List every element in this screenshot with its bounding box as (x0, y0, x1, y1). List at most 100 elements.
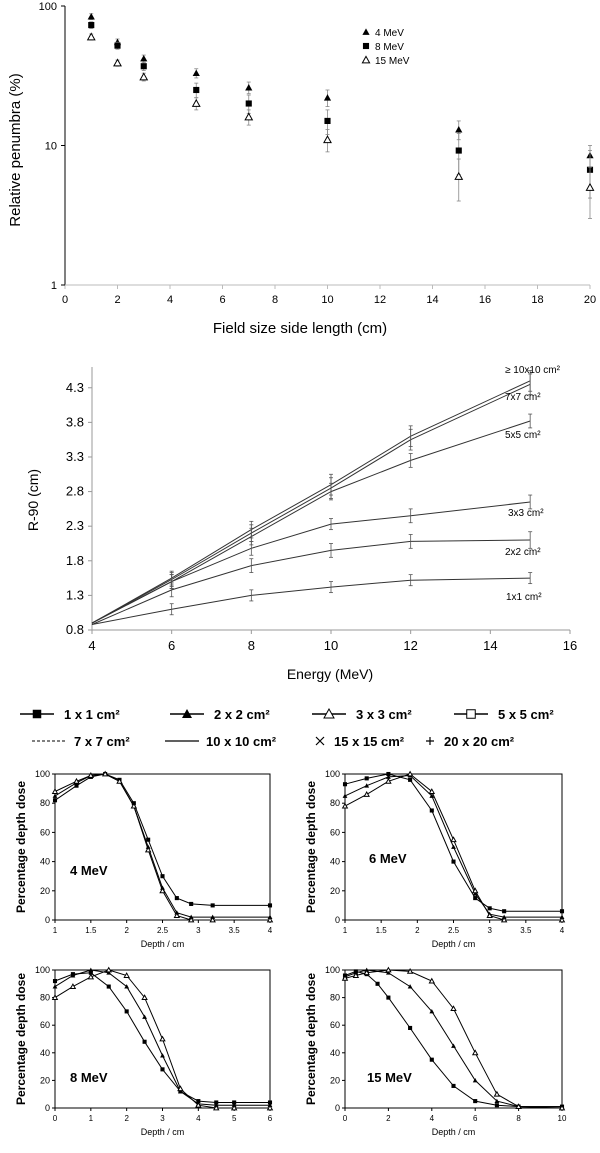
x-tick-label: 14 (483, 638, 497, 653)
y-tick-label: 4.3 (66, 380, 84, 395)
x-tick-label: 3 (160, 1114, 165, 1123)
panel-energy-label: 4 MeV (70, 863, 108, 878)
pdd-curve (54, 969, 270, 1106)
series-line (91, 501, 531, 624)
x-tick-label: 8 (248, 638, 255, 653)
x-axis-label: Depth / cm (432, 939, 476, 949)
pdd-point (230, 1104, 238, 1111)
y-tick-label: 20 (40, 886, 50, 896)
x-tick-label: 3.5 (520, 926, 532, 935)
data-point (323, 94, 332, 101)
pdd-curve (54, 773, 270, 906)
legend-label: 2 x 2 cm² (214, 707, 270, 722)
x-tick-label: 12 (374, 294, 386, 306)
pdd-point (70, 973, 76, 978)
pdd-point (141, 994, 148, 1001)
legend-label: 10 x 10 cm² (206, 734, 277, 749)
data-point (191, 98, 201, 107)
y-tick-label: 100 (39, 1, 57, 13)
y-tick-label: 80 (330, 798, 340, 808)
x-tick-label: 12 (403, 638, 417, 653)
legend-label: 20 x 20 cm² (444, 734, 515, 749)
pdd-curve (54, 972, 270, 1103)
data-point (193, 86, 200, 94)
data-point (192, 69, 200, 77)
pdd-point (267, 903, 273, 908)
series-line (91, 383, 531, 624)
y-tick-label: 3.3 (66, 449, 84, 464)
x-tick-label: 4 (560, 926, 565, 935)
series-label: 2x2 cm² (505, 547, 541, 558)
pdd-point (87, 772, 95, 778)
pdd-point (173, 912, 181, 919)
y-tick-label: 20 (330, 886, 340, 896)
series-label: 3x3 cm² (508, 508, 544, 519)
pdd-point (196, 1099, 201, 1104)
y-tick-label: 100 (325, 769, 340, 779)
y-tick-label: 0 (335, 1103, 340, 1113)
pdd-point (451, 1083, 456, 1088)
x-axis-label: Depth / cm (141, 1127, 185, 1137)
x-tick-label: 18 (531, 294, 543, 306)
pdd-point (187, 916, 195, 923)
pdd-point (428, 788, 436, 794)
pdd-point (363, 791, 370, 797)
panel-energy-label: 8 MeV (70, 1070, 108, 1085)
pdd-point (51, 788, 59, 794)
pdd-point (209, 916, 216, 923)
penumbra-legend: 4 MeV 8 MeV 15 MeV (361, 28, 410, 67)
pdd-point (51, 994, 59, 1001)
data-point (245, 84, 253, 91)
pdd-figure: 1 x 1 cm² 2 x 2 cm² 3 x 3 cm² 5 x 5 cm² 7 x … (0, 685, 600, 1153)
data-point (140, 63, 147, 70)
pdd-point (142, 1014, 147, 1019)
y-tick-label: 1 (51, 280, 57, 292)
pdd-point (451, 1043, 456, 1048)
x-tick-label: 1 (89, 1114, 94, 1123)
x-tick-label: 4 (430, 1114, 435, 1123)
x-tick-label: 1.5 (85, 926, 97, 935)
y-tick-label: 0 (335, 915, 340, 925)
pdd-point (386, 774, 391, 779)
pdd-point (494, 1103, 499, 1108)
x-axis-label: Field size side length (cm) (213, 320, 387, 337)
y-tick-label: 1.8 (66, 553, 84, 568)
data-point (140, 54, 148, 62)
pdd-point (494, 1098, 500, 1104)
pdd-curve (344, 773, 562, 912)
legend-label: 15 MeV (375, 56, 410, 67)
y-tick-label: 100 (35, 965, 50, 975)
pdd-point (429, 808, 434, 813)
pdd-point (210, 903, 215, 908)
legend-marker (361, 55, 371, 64)
pdd-point (116, 777, 123, 784)
x-tick-label: 10 (321, 294, 333, 306)
x-tick-label: 4 (268, 926, 273, 935)
penumbra-chart: 0 2 4 6 8 10 12 14 16 18 20 1 10 100 Field size side … (7, 1, 596, 337)
series-label: 7x7 cm² (505, 392, 541, 403)
y-tick-label: 0.8 (66, 622, 84, 637)
pdd-point (267, 1100, 273, 1105)
pdd-point (189, 901, 194, 906)
pdd-point (159, 887, 166, 894)
y-tick-label: 20 (40, 1075, 50, 1085)
pdd-curve (344, 773, 562, 921)
pdd-point (386, 970, 391, 975)
x-tick-label: 2.5 (448, 926, 460, 935)
pdd-point (559, 909, 565, 914)
x-tick-label: 5 (232, 1114, 237, 1123)
pdd-point (429, 1057, 434, 1062)
legend-marker (426, 737, 434, 745)
pdd-point (385, 966, 392, 973)
pdd-point (386, 995, 391, 1000)
pdd-point (406, 770, 414, 777)
y-axis-label: Relative penumbra (%) (7, 73, 24, 226)
x-tick-label: 0 (343, 1114, 348, 1123)
x-tick-label: 16 (479, 294, 491, 306)
x-tick-label: 4 (88, 638, 95, 653)
y-tick-label: 60 (40, 1020, 50, 1030)
x-tick-label: 2 (124, 1114, 129, 1123)
legend-label: 15 x 15 cm² (334, 734, 405, 749)
x-tick-label: 14 (426, 294, 438, 306)
